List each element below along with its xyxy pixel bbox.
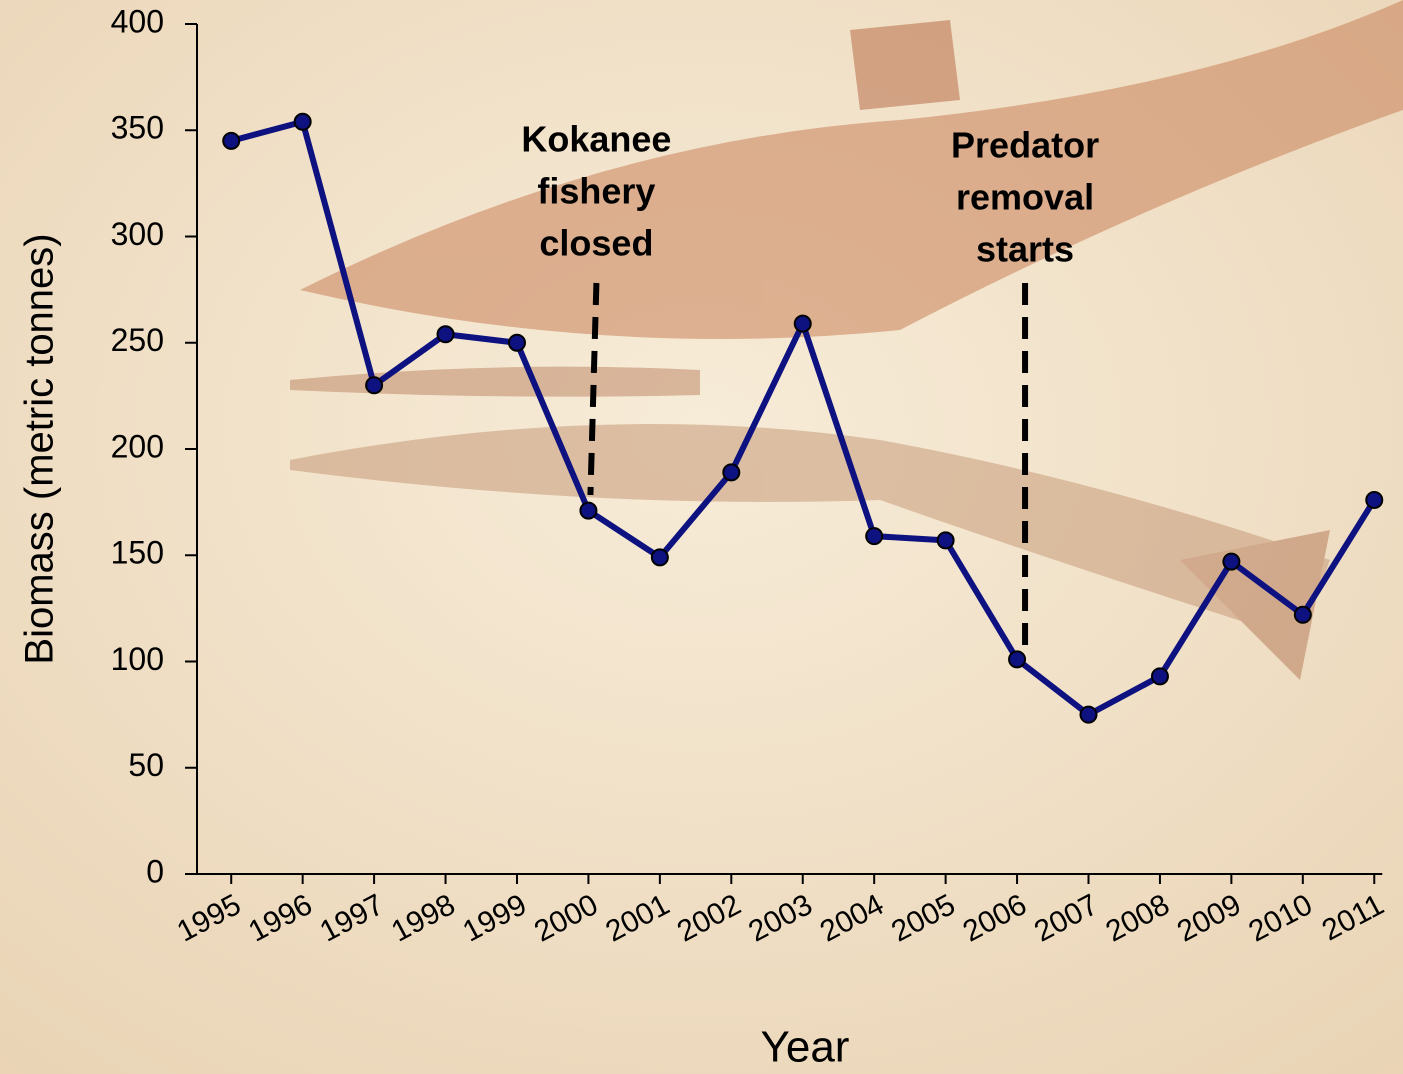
y-axis-label: Biomass (metric tonnes) (18, 233, 62, 664)
annotation-text: starts (976, 229, 1074, 270)
marker (436, 325, 455, 344)
annotation-text: Kokanee (521, 119, 671, 160)
marker (365, 376, 384, 395)
marker (936, 531, 955, 550)
marker (1079, 705, 1098, 724)
marker (1222, 552, 1241, 571)
annotation-text: closed (539, 223, 653, 264)
marker (722, 463, 741, 482)
annotation-text: fishery (537, 171, 655, 212)
marker (1008, 650, 1027, 669)
annotation-text: removal (956, 177, 1094, 218)
marker (222, 131, 241, 150)
marker (1293, 605, 1312, 624)
marker (1150, 667, 1169, 686)
marker (793, 314, 812, 333)
y-tick-label: 350 (111, 110, 164, 146)
marker (650, 548, 669, 567)
annotation-line (587, 282, 600, 496)
marker (865, 527, 884, 546)
y-tick-label: 0 (146, 853, 164, 889)
marker (293, 112, 312, 131)
y-tick-label: 250 (111, 322, 164, 358)
marker (507, 333, 526, 352)
marker (579, 501, 598, 520)
y-tick-label: 300 (111, 216, 164, 252)
marker (1365, 491, 1384, 509)
fish-photo (290, 0, 1403, 680)
y-tick-label: 50 (128, 747, 164, 783)
y-tick-label: 400 (111, 3, 164, 39)
y-tick-label: 150 (111, 535, 164, 571)
x-axis-label: Year (761, 1023, 850, 1072)
annotation-text: Predator (951, 125, 1099, 166)
y-tick-label: 100 (111, 641, 164, 677)
y-tick-label: 200 (111, 428, 164, 464)
